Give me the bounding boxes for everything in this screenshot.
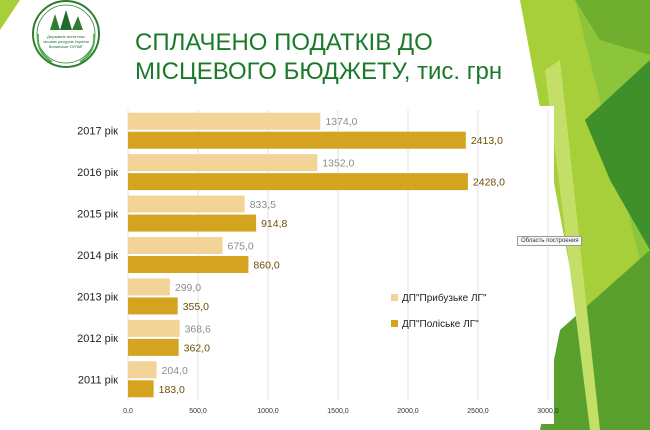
bar-poliske <box>128 338 179 356</box>
bar-prybuzke <box>128 112 321 130</box>
bar-poliske <box>128 131 466 149</box>
x-tick-label: 1000,0 <box>257 408 279 415</box>
plot-area-tooltip: Область построения <box>517 236 583 246</box>
slide-title: СПЛАЧЕНО ПОДАТКІВ ДО МІСЦЕВОГО БЮДЖЕТУ, … <box>135 28 535 86</box>
legend-swatch <box>391 294 398 301</box>
legend-label: ДП"Поліське ЛГ" <box>402 319 479 330</box>
x-tick-label: 2500,0 <box>467 408 489 415</box>
category-label: 2017 рік <box>77 126 118 138</box>
data-label: 833,5 <box>250 199 276 211</box>
x-tick-label: 1500,0 <box>327 408 349 415</box>
green-facet-mid <box>560 0 650 300</box>
data-label: 1374,0 <box>325 116 357 128</box>
logo-caption-line2: лісових ресурсів України <box>43 39 89 44</box>
green-facet-bottom <box>540 250 650 430</box>
x-tick-label: 500,0 <box>189 408 207 415</box>
data-label: 368,6 <box>185 323 211 335</box>
bar-poliske <box>128 380 154 398</box>
logo-caption-line1: Державне агентство <box>47 34 85 39</box>
bar-poliske <box>128 173 468 191</box>
data-label: 2428,0 <box>473 177 505 189</box>
forest-emblem-logo <box>28 0 104 72</box>
bar-prybuzke <box>128 278 170 296</box>
data-label: 355,0 <box>183 301 209 313</box>
data-label: 183,0 <box>159 384 185 396</box>
green-facet-top <box>575 0 650 55</box>
category-label: 2013 рік <box>77 291 118 303</box>
bar-prybuzke <box>128 319 180 337</box>
x-tick-label: 3000,0 <box>537 408 559 415</box>
logo-caption-line3: Волинське ОУЛМГ <box>48 44 84 49</box>
logo-caption: Державне агентство лісових ресурсів Укра… <box>36 34 96 49</box>
data-label: 299,0 <box>175 282 201 294</box>
legend-swatch <box>391 320 398 327</box>
data-label: 675,0 <box>228 241 254 253</box>
bar-poliske <box>128 256 249 273</box>
category-label: 2016 рік <box>77 167 118 179</box>
green-facet-left <box>0 0 20 30</box>
data-label: 1352,0 <box>322 158 354 170</box>
data-label: 914,8 <box>261 218 287 230</box>
category-label: 2011 рік <box>78 374 118 386</box>
slide-title-line1: СПЛАЧЕНО ПОДАТКІВ ДО <box>135 29 433 56</box>
data-label: 2413,0 <box>471 135 503 147</box>
legend-label: ДП"Прибузьке ЛГ" <box>402 292 487 304</box>
category-label: 2015 рік <box>77 209 118 221</box>
bar-poliske <box>128 214 257 232</box>
category-label: 2014 рік <box>77 250 118 262</box>
bar-prybuzke <box>128 237 223 254</box>
bar-poliske <box>128 297 178 315</box>
x-tick-label: 2000,0 <box>397 408 419 415</box>
bar-prybuzke <box>128 195 245 213</box>
data-label: 860,0 <box>253 260 279 272</box>
bar-prybuzke <box>128 154 318 172</box>
bar-prybuzke <box>128 361 157 379</box>
category-label: 2012 рік <box>77 333 118 345</box>
x-tick-label: 0,0 <box>123 408 133 415</box>
data-label: 204,0 <box>162 365 188 377</box>
slide-title-line2: МІСЦЕВОГО БЮДЖЕТУ, тис. грн <box>135 58 503 85</box>
data-label: 362,0 <box>184 342 210 354</box>
green-facet-dark <box>585 60 650 250</box>
